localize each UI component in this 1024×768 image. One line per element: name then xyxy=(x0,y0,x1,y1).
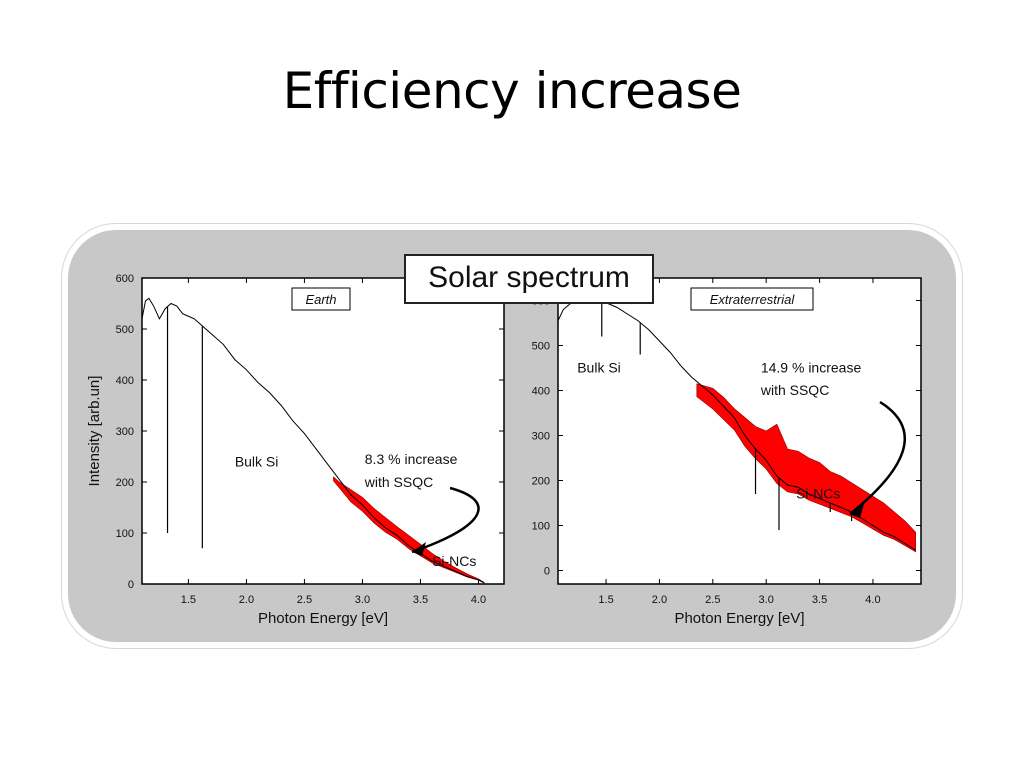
y-tick-label-1-3: 300 xyxy=(532,431,550,443)
x-tick-label-1-3: 3.0 xyxy=(759,594,774,606)
y-tick-label-1-4: 400 xyxy=(532,386,550,398)
arrow-head-1 xyxy=(850,504,864,518)
figure-heading: Solar spectrum xyxy=(404,254,654,304)
plot-area-0 xyxy=(141,277,505,585)
x-tick-label-0-1: 2.0 xyxy=(239,594,254,606)
y-tick-label-1-0: 0 xyxy=(544,566,550,578)
increase-arrow-0 xyxy=(411,486,480,554)
y-tick-label-0-0: 0 xyxy=(128,579,134,591)
y-tick-label-0-4: 400 xyxy=(116,375,134,387)
annotation-1-1: 14.9 % increase xyxy=(761,360,862,376)
panel-label-0: Earth xyxy=(305,292,336,307)
y-tick-label-0-6: 600 xyxy=(116,273,134,285)
annotation-0-2: with SSQC xyxy=(364,474,433,490)
x-tick-label-1-5: 4.0 xyxy=(865,594,880,606)
y-tick-label-1-5: 500 xyxy=(532,341,550,353)
annotation-1-2: with SSQC xyxy=(760,382,829,398)
y-tick-label-0-3: 300 xyxy=(116,426,134,438)
panel-label-box-0 xyxy=(291,287,351,311)
annotation-1-0: Bulk Si xyxy=(577,360,621,376)
annotation-0-0: Bulk Si xyxy=(235,454,279,470)
annotation-0-3: Si-NCs xyxy=(432,553,476,569)
x-tick-label-1-0: 1.5 xyxy=(598,594,613,606)
x-tick-label-0-3: 3.0 xyxy=(355,594,370,606)
y-tick-label-1-1: 100 xyxy=(532,521,550,533)
x-tick-label-0-2: 2.5 xyxy=(297,594,312,606)
y-axis-label-0: Intensity [arb.un] xyxy=(86,376,103,487)
x-axis-label-1: Photon Energy [eV] xyxy=(674,610,804,627)
increase-arrow-1 xyxy=(849,400,907,515)
y-tick-label-1-2: 200 xyxy=(532,476,550,488)
y-tick-label-0-5: 500 xyxy=(116,324,134,336)
slide-title: Efficiency increase xyxy=(282,62,742,120)
x-axis-label-0: Photon Energy [eV] xyxy=(258,610,388,627)
annotation-0-1: 8.3 % increase xyxy=(365,451,458,467)
x-tick-label-1-1: 2.0 xyxy=(652,594,667,606)
x-tick-label-1-4: 3.5 xyxy=(812,594,827,606)
series-si-ncs-0 xyxy=(333,476,485,584)
x-tick-label-1-2: 2.5 xyxy=(705,594,720,606)
x-tick-label-0-5: 4.0 xyxy=(471,594,486,606)
y-tick-label-0-1: 100 xyxy=(116,528,134,540)
x-tick-label-0-0: 1.5 xyxy=(181,594,196,606)
panel-label-box-1 xyxy=(690,287,814,311)
arrow-head-0 xyxy=(412,542,426,556)
panel-label-1: Extraterrestrial xyxy=(710,292,796,307)
x-tick-label-0-4: 3.5 xyxy=(413,594,428,606)
annotation-1-3: Si-NCs xyxy=(796,486,840,502)
y-tick-label-0-2: 200 xyxy=(116,477,134,489)
